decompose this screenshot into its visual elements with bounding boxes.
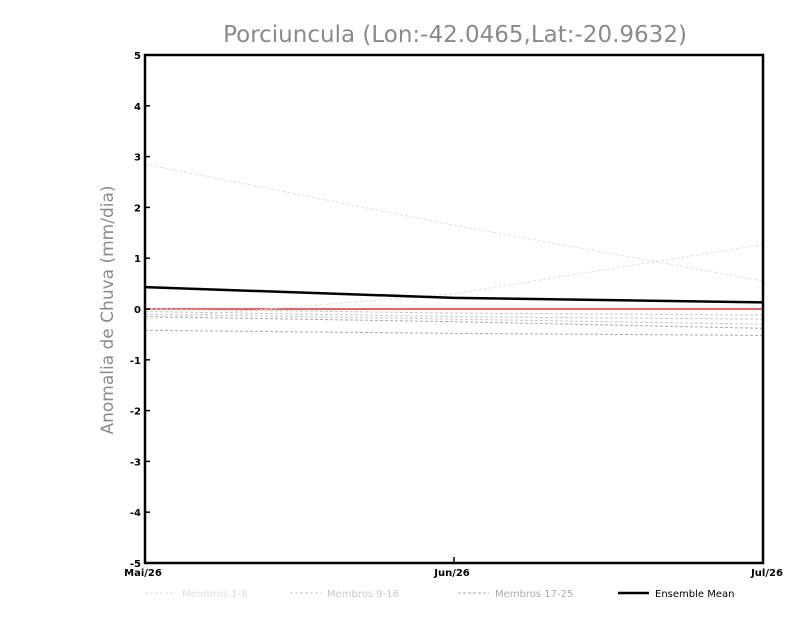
series-line-member-6 (144, 329, 764, 336)
y-tick-label: -4 (130, 508, 141, 519)
series-line-member-5 (144, 316, 764, 329)
y-axis-label: Anomalia de Chuva (mm/dia) (98, 185, 118, 434)
x-ticks: Mai/26 Jun/26 Jul/26 (124, 557, 783, 579)
series-line-ensemble-mean (144, 285, 764, 304)
legend: Membros 1-8 Membros 9-16 Membros 17-25 Ense… (145, 589, 734, 600)
y-tick-label: -5 (130, 559, 141, 570)
y-tick-label: 3 (134, 153, 141, 164)
series-line-member-4 (144, 313, 764, 325)
chart-title: Porciuncula (Lon:-42.0465,Lat:-20.9632) (223, 22, 687, 48)
series-layer (144, 163, 764, 336)
y-tick-label: 0 (134, 305, 141, 316)
x-tick-label: Jun/26 (433, 568, 470, 579)
y-tick-label: -1 (130, 356, 141, 367)
legend-label: Membros 1-8 (182, 589, 248, 600)
series-line-member-2 (144, 243, 764, 320)
y-ticks: -5 -4 -3 -2 -1 0 1 2 3 4 5 (130, 51, 150, 570)
y-tick-label: 1 (134, 254, 141, 265)
x-tick-label: Mai/26 (124, 568, 162, 579)
legend-label: Membros 9-16 (327, 589, 399, 600)
y-tick-label: 2 (134, 203, 141, 214)
y-tick-label: 4 (134, 102, 141, 113)
y-tick-label: -2 (130, 407, 141, 418)
legend-label: Membros 17-25 (495, 589, 573, 600)
series-line-member-1 (144, 163, 764, 282)
y-tick-label: -3 (130, 457, 141, 468)
series-line-member-3 (144, 311, 764, 320)
series-line-member-7 (144, 308, 764, 316)
y-tick-label: 5 (134, 51, 141, 62)
x-tick-label: Jul/26 (750, 568, 783, 579)
legend-label: Ensemble Mean (655, 589, 734, 600)
